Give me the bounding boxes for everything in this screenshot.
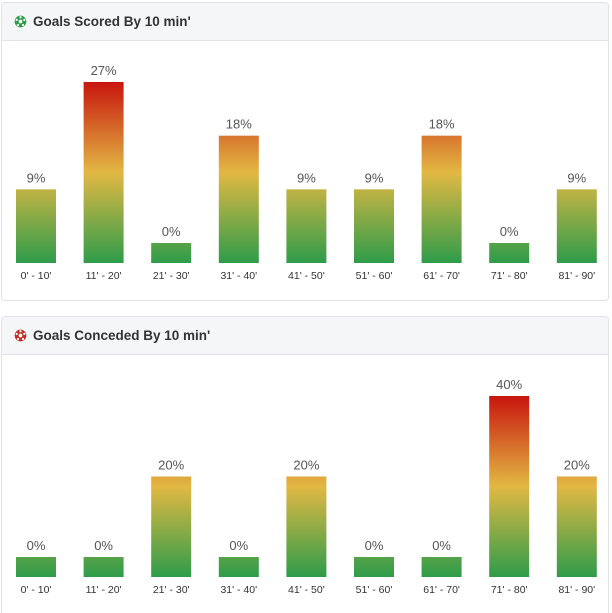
bar-4 (286, 476, 327, 577)
category-label: 31' - 40' (220, 584, 257, 596)
goals-conceded-title: Goals Conceded By 10 min' (33, 328, 211, 343)
bar-7 (489, 396, 530, 577)
bar-value-label: 18% (226, 117, 252, 132)
bar-value-label: 9% (297, 170, 316, 185)
goals-conceded-header: Goals Conceded By 10 min' (2, 317, 608, 355)
goals-conceded-panel: Goals Conceded By 10 min' 0% 0' - 10' 0% 11… (1, 316, 609, 613)
bar-value-label: 0% (229, 538, 248, 553)
bar-8 (556, 189, 597, 263)
bar-value-label: 40% (496, 377, 522, 392)
category-label: 81' - 90' (558, 270, 595, 282)
category-label: 0' - 10' (21, 584, 52, 596)
bar-0 (16, 557, 56, 577)
category-label: 31' - 40' (220, 270, 257, 282)
bar-value-label: 0% (94, 538, 113, 553)
category-label: 51' - 60' (356, 270, 393, 282)
bar-1 (83, 82, 124, 263)
bar-2 (151, 476, 192, 577)
category-label: 11' - 20' (86, 584, 122, 596)
bar-6 (421, 557, 462, 577)
bar-5 (354, 189, 394, 263)
bar-value-label: 18% (429, 117, 455, 132)
category-label: 71' - 80' (491, 270, 528, 282)
category-label: 81' - 90' (558, 584, 595, 596)
category-label: 21' - 30' (153, 584, 190, 596)
soccer-ball-icon (14, 15, 27, 28)
category-label: 41' - 50' (288, 270, 325, 282)
bar-2 (151, 243, 192, 263)
bar-value-label: 27% (91, 63, 117, 78)
bar-value-label: 0% (432, 538, 451, 553)
bar-value-label: 0% (162, 224, 181, 239)
bar-value-label: 9% (27, 170, 46, 185)
bar-value-label: 0% (500, 224, 519, 239)
category-label: 41' - 50' (288, 584, 325, 596)
soccer-ball-icon (14, 329, 27, 342)
bar-value-label: 20% (293, 458, 319, 473)
bar-4 (286, 189, 327, 263)
category-label: 61' - 70' (423, 584, 460, 596)
bar-value-label: 9% (365, 170, 384, 185)
goals-conceded-chart: 0% 0' - 10' 0% 11' - 20' 20% 21' - 30' 0% 31' -… (16, 377, 597, 596)
category-label: 51' - 60' (356, 584, 393, 596)
bar-value-label: 0% (365, 538, 384, 553)
category-label: 0' - 10' (21, 270, 52, 282)
bar-0 (16, 189, 56, 263)
bar-8 (556, 476, 597, 577)
goals-scored-title: Goals Scored By 10 min' (33, 14, 191, 29)
bar-value-label: 20% (564, 458, 590, 473)
bar-value-label: 0% (27, 538, 46, 553)
category-label: 71' - 80' (491, 584, 528, 596)
bar-3 (218, 557, 259, 577)
bar-5 (354, 557, 394, 577)
category-label: 61' - 70' (423, 270, 460, 282)
bar-6 (421, 135, 462, 263)
category-label: 11' - 20' (86, 270, 122, 282)
bar-1 (83, 557, 124, 577)
category-label: 21' - 30' (153, 270, 190, 282)
bar-3 (218, 135, 259, 263)
bar-value-label: 20% (158, 458, 184, 473)
goals-scored-header: Goals Scored By 10 min' (2, 3, 608, 41)
goals-scored-chart: 9% 0' - 10' 27% 11' - 20' 0% 21' - 30' 18% 31' … (16, 63, 597, 282)
goals-scored-panel: Goals Scored By 10 min' 9% 0' - 10' 27% 11'… (1, 2, 609, 301)
bar-7 (489, 243, 530, 263)
bar-value-label: 9% (567, 170, 586, 185)
